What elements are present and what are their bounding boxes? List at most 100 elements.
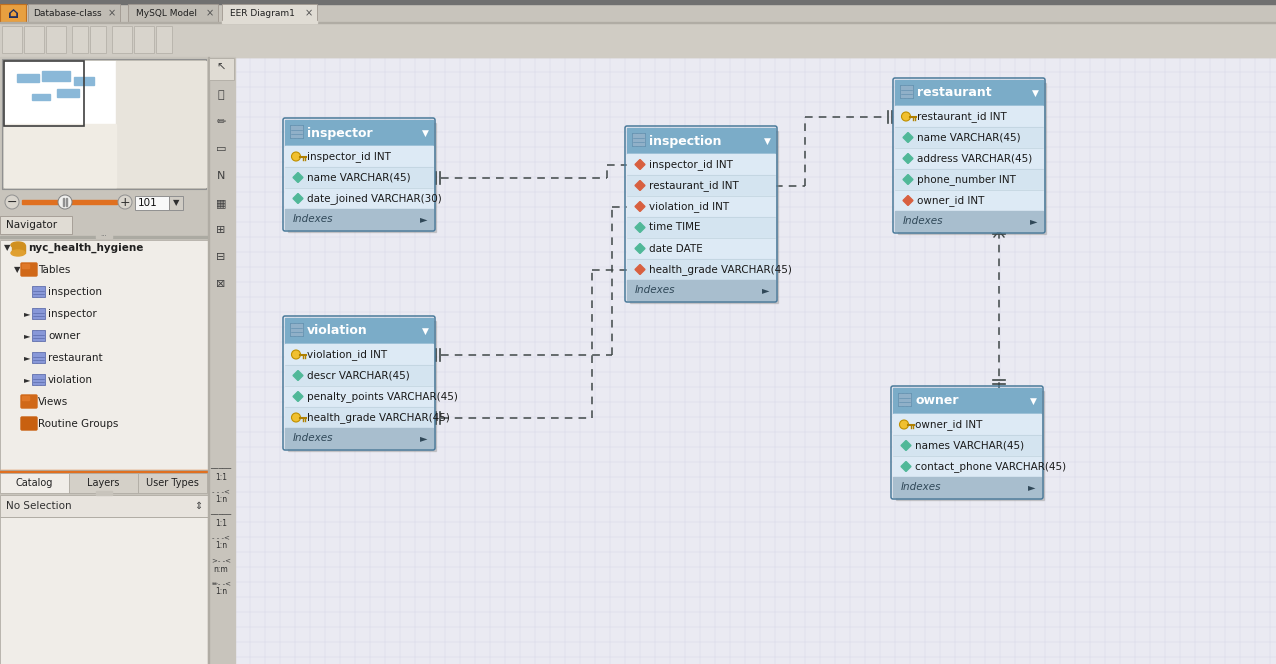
Bar xyxy=(627,217,775,238)
Text: ▭: ▭ xyxy=(216,144,226,154)
Bar xyxy=(41,287,43,296)
Bar xyxy=(641,134,644,145)
Polygon shape xyxy=(293,173,302,183)
Text: ✏- -<: ✏- -< xyxy=(212,581,231,587)
Bar xyxy=(894,169,1042,190)
Text: ×: × xyxy=(205,8,214,18)
Bar xyxy=(0,517,208,664)
Text: inspector_id INT: inspector_id INT xyxy=(649,159,732,170)
Bar xyxy=(893,388,1041,414)
Bar xyxy=(37,331,40,340)
Bar xyxy=(32,308,45,319)
Polygon shape xyxy=(293,392,302,402)
Bar xyxy=(893,414,1041,497)
Text: names VARCHAR(45): names VARCHAR(45) xyxy=(915,440,1025,450)
Text: ►: ► xyxy=(24,376,31,384)
Text: ▦: ▦ xyxy=(216,198,226,208)
Bar xyxy=(894,127,1042,148)
Circle shape xyxy=(291,350,301,359)
Bar xyxy=(4,124,116,187)
Bar xyxy=(32,352,45,363)
Bar xyxy=(128,4,218,22)
Bar xyxy=(135,196,168,210)
Bar xyxy=(3,26,22,53)
Circle shape xyxy=(291,413,301,422)
Bar xyxy=(903,394,906,405)
Text: restaurant: restaurant xyxy=(48,353,102,363)
Text: ▼: ▼ xyxy=(1031,88,1039,98)
Text: ▼: ▼ xyxy=(14,266,20,274)
Bar xyxy=(37,309,40,318)
Bar xyxy=(898,83,1046,234)
Bar xyxy=(285,167,433,188)
Text: contact_phone VARCHAR(45): contact_phone VARCHAR(45) xyxy=(915,461,1067,472)
Bar xyxy=(33,375,36,384)
Circle shape xyxy=(5,195,19,209)
Bar xyxy=(168,196,182,210)
Polygon shape xyxy=(293,371,302,380)
Bar xyxy=(632,133,644,146)
Polygon shape xyxy=(903,175,914,185)
Bar xyxy=(235,57,1276,664)
Bar xyxy=(222,4,316,22)
Bar xyxy=(285,318,433,344)
Bar xyxy=(0,236,208,238)
Text: ⊟: ⊟ xyxy=(217,252,226,262)
Text: Indexes: Indexes xyxy=(293,214,333,224)
Bar xyxy=(17,74,40,82)
FancyBboxPatch shape xyxy=(20,417,37,430)
Bar xyxy=(299,324,302,335)
Text: ⊞: ⊞ xyxy=(217,225,226,235)
Polygon shape xyxy=(635,222,644,232)
Bar xyxy=(33,309,36,318)
Bar xyxy=(893,456,1041,477)
Bar xyxy=(22,200,117,204)
Circle shape xyxy=(900,420,909,429)
Text: EER Diagram1: EER Diagram1 xyxy=(230,9,295,17)
Text: ─────: ───── xyxy=(211,466,232,472)
Bar xyxy=(0,240,208,470)
Bar xyxy=(285,428,433,448)
Bar xyxy=(627,238,775,259)
Bar xyxy=(0,517,208,664)
Bar xyxy=(28,4,120,22)
Text: Views: Views xyxy=(38,397,68,407)
Bar xyxy=(22,396,29,400)
Bar xyxy=(285,120,433,146)
Circle shape xyxy=(57,195,71,209)
Bar xyxy=(893,414,1041,435)
Bar xyxy=(41,375,43,384)
Bar xyxy=(112,26,131,53)
Ellipse shape xyxy=(11,250,26,256)
Bar xyxy=(285,344,433,448)
Text: Indexes: Indexes xyxy=(293,433,333,443)
Text: Indexes: Indexes xyxy=(635,285,675,295)
Text: >- -<: >- -< xyxy=(212,558,231,564)
Text: restaurant_id INT: restaurant_id INT xyxy=(649,180,739,191)
Polygon shape xyxy=(901,461,911,471)
Text: 101: 101 xyxy=(138,198,158,208)
Circle shape xyxy=(117,195,131,209)
Text: violation_id INT: violation_id INT xyxy=(649,201,729,212)
Bar xyxy=(0,57,208,664)
Bar xyxy=(907,394,910,405)
Text: ⌂: ⌂ xyxy=(8,5,18,21)
Text: owner_id INT: owner_id INT xyxy=(915,419,983,430)
Bar xyxy=(156,26,172,53)
Bar xyxy=(41,353,43,362)
Bar xyxy=(894,106,1042,231)
Bar xyxy=(46,26,66,53)
Text: +: + xyxy=(120,195,130,208)
Text: n:m: n:m xyxy=(213,564,228,574)
Text: ⊠: ⊠ xyxy=(217,279,226,289)
Text: 1:n: 1:n xyxy=(214,542,227,550)
Text: 1:1: 1:1 xyxy=(214,519,227,527)
Polygon shape xyxy=(635,201,644,212)
Text: penalty_points VARCHAR(45): penalty_points VARCHAR(45) xyxy=(308,391,458,402)
Text: violation: violation xyxy=(48,375,93,385)
Bar xyxy=(894,211,1042,231)
Bar xyxy=(893,477,1041,497)
Text: Navigator: Navigator xyxy=(6,220,57,230)
Text: restaurant: restaurant xyxy=(917,86,991,100)
Bar xyxy=(295,324,299,335)
